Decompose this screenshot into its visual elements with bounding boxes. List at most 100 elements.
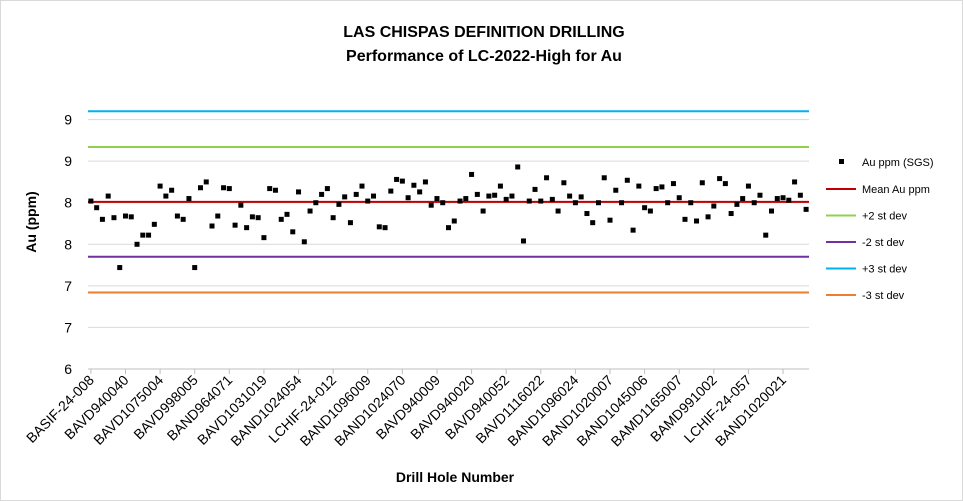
y-tick-label-5: 9 (64, 153, 72, 169)
data-point-24 (226, 186, 232, 192)
legend-label-0: Mean Au ppm (862, 184, 930, 196)
data-point-82 (561, 180, 567, 186)
data-point-56 (411, 182, 417, 188)
data-point-84 (572, 200, 578, 206)
legend-marker-series (839, 159, 844, 164)
data-point-60 (434, 196, 440, 202)
data-point-108 (711, 203, 717, 209)
data-point-80 (549, 196, 555, 202)
legend-label-3: +3 st dev (862, 264, 907, 276)
y-tick-label-6: 9 (64, 112, 72, 128)
data-point-85 (578, 194, 584, 200)
data-point-34 (284, 211, 290, 217)
data-point-22 (215, 213, 221, 219)
data-point-31 (267, 186, 273, 192)
data-point-11 (151, 221, 157, 227)
data-point-14 (169, 187, 175, 193)
data-point-123 (797, 192, 803, 198)
data-point-17 (186, 196, 192, 202)
data-point-15 (174, 213, 180, 219)
legend-label-series: Au ppm (SGS) (862, 157, 934, 169)
data-point-98 (653, 186, 659, 192)
data-point-102 (676, 195, 682, 201)
data-point-118 (769, 208, 775, 214)
legend: Au ppm (SGS) Mean Au ppm +2 st dev -2 st de… (826, 157, 934, 302)
y-tick-label-0: 6 (64, 361, 72, 377)
data-point-41 (324, 186, 330, 192)
data-point-78 (538, 198, 544, 204)
y-tick-label-2: 7 (64, 278, 72, 294)
data-point-39 (313, 200, 319, 206)
data-point-4 (111, 215, 117, 221)
data-point-95 (636, 183, 642, 189)
data-point-110 (722, 181, 728, 187)
data-point-119 (774, 196, 780, 202)
data-point-115 (751, 200, 757, 206)
data-point-73 (509, 193, 515, 199)
data-point-120 (780, 195, 786, 201)
data-point-70 (492, 192, 498, 198)
data-point-105 (694, 218, 700, 224)
data-point-40 (319, 191, 325, 197)
data-point-113 (740, 196, 746, 202)
y-axis-title: Au (ppm) (23, 191, 39, 252)
data-point-86 (584, 211, 590, 217)
data-point-38 (307, 208, 313, 214)
data-point-47 (359, 183, 365, 189)
data-point-58 (422, 179, 428, 185)
legend-label-2: -2 st dev (862, 237, 905, 249)
data-point-51 (382, 225, 388, 231)
data-point-71 (497, 183, 503, 189)
data-point-35 (290, 229, 296, 235)
data-point-55 (405, 195, 411, 201)
y-axis-ticks: 6 7 7 8 8 9 9 (64, 112, 72, 377)
data-point-2 (99, 216, 105, 222)
data-point-79 (544, 175, 550, 181)
data-point-5 (117, 265, 123, 271)
data-point-21 (209, 223, 215, 229)
data-point-75 (520, 238, 526, 244)
data-point-101 (670, 181, 676, 187)
data-point-37 (301, 239, 307, 245)
data-point-54 (399, 178, 405, 184)
data-point-65 (463, 196, 469, 202)
data-point-92 (619, 200, 625, 206)
gridlines (88, 119, 809, 328)
data-point-20 (203, 179, 209, 185)
data-point-64 (457, 198, 463, 204)
data-point-12 (157, 183, 163, 189)
data-point-50 (376, 224, 382, 230)
data-point-46 (353, 191, 359, 197)
data-point-49 (371, 193, 377, 199)
data-point-25 (232, 222, 238, 228)
y-tick-label-1: 7 (64, 319, 72, 335)
data-point-45 (347, 220, 353, 226)
data-point-122 (792, 179, 798, 185)
data-point-109 (717, 176, 723, 182)
data-point-106 (699, 180, 705, 186)
data-point-83 (567, 193, 573, 199)
data-point-59 (428, 202, 434, 208)
data-point-48 (365, 198, 371, 204)
data-point-121 (786, 197, 792, 203)
x-axis-title: Drill Hole Number (396, 469, 515, 485)
data-point-76 (526, 198, 532, 204)
data-point-1 (94, 205, 100, 211)
data-point-28 (249, 214, 255, 220)
data-point-9 (140, 232, 146, 238)
data-point-77 (532, 186, 538, 192)
data-point-96 (642, 205, 648, 211)
data-point-112 (734, 201, 740, 207)
data-point-62 (446, 225, 451, 231)
data-point-91 (613, 187, 619, 193)
data-point-18 (192, 265, 198, 271)
legend-label-4: -3 st dev (862, 290, 905, 302)
data-point-69 (486, 193, 492, 199)
data-point-19 (197, 185, 203, 191)
data-point-10 (146, 232, 152, 238)
data-point-97 (647, 208, 653, 214)
data-point-30 (261, 235, 267, 241)
